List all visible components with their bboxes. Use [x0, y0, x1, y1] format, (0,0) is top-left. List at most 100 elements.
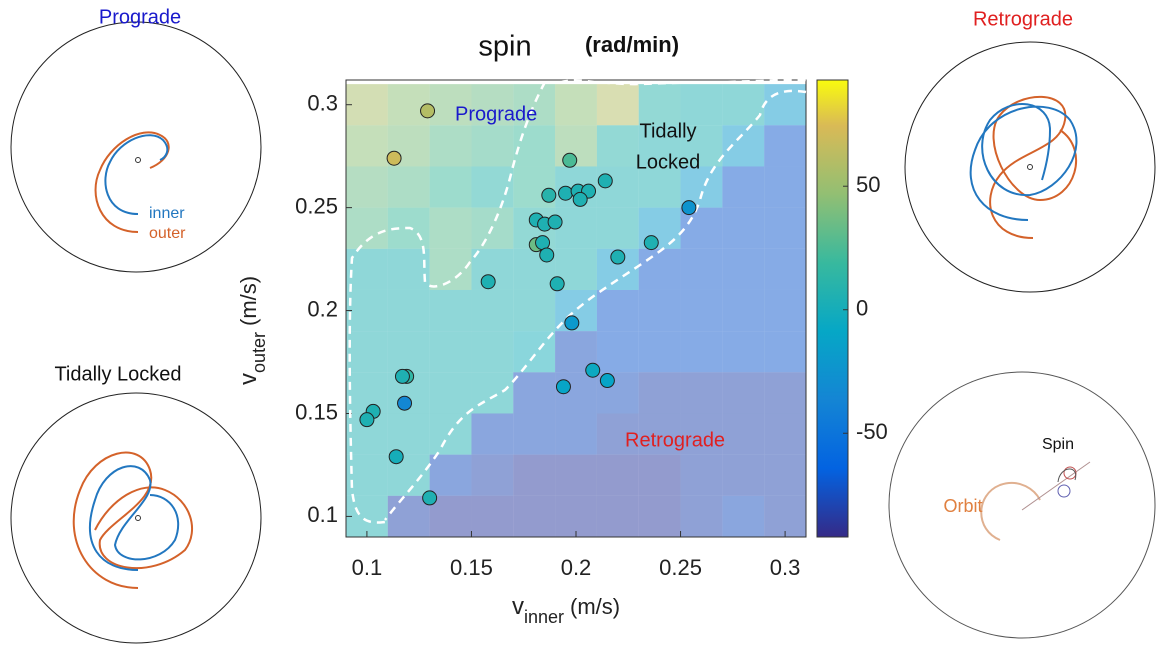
- heatmap-cell: [429, 495, 472, 537]
- orbit-radius: [1021, 461, 1091, 511]
- heatmap-cell: [638, 454, 681, 496]
- spin-body: [1057, 484, 1071, 498]
- scatter-point: [420, 103, 436, 119]
- heatmap-cell: [722, 289, 765, 332]
- heatmap-cell: [764, 495, 806, 537]
- heatmap-cell: [387, 166, 430, 208]
- panel-title: Tidally Locked: [54, 363, 181, 385]
- heatmap-cell: [596, 125, 639, 167]
- heatmap-cell: [764, 289, 806, 332]
- heatmap-cell: [764, 125, 806, 167]
- x-axis-label: vinner (m/s): [512, 593, 620, 626]
- heatmap-cell: [555, 413, 597, 455]
- heatmap-cell: [346, 125, 388, 167]
- y-label-sub: outer: [249, 332, 269, 373]
- panel-circle: [904, 41, 1156, 293]
- scatter-point: [541, 187, 557, 203]
- heatmap-cell: [346, 166, 388, 208]
- scatter-point: [422, 490, 438, 506]
- heatmap-cell: [387, 289, 430, 332]
- heatmap-cell: [638, 84, 681, 126]
- heatmap-cell: [764, 454, 806, 496]
- heatmap-cell: [638, 289, 681, 332]
- heatmap-cell: [680, 331, 723, 373]
- inner-orbit: [104, 134, 169, 215]
- heatmap-cell: [680, 125, 723, 167]
- x-tick-label: 0.15: [450, 555, 493, 580]
- panel-title: Prograde: [99, 6, 181, 28]
- heatmap-cell: [513, 289, 556, 332]
- heatmap-cell: [638, 248, 681, 290]
- heatmap-cell: [471, 289, 514, 332]
- scatter-point: [539, 247, 555, 263]
- colorbar-tick-label: -50: [856, 419, 888, 444]
- heatmap-cell: [638, 413, 681, 455]
- inner-orbit: [89, 465, 180, 571]
- y-tick-label: 0.3: [307, 91, 338, 116]
- scatter-point: [599, 373, 615, 389]
- heatmap-cell: [638, 125, 681, 167]
- heatmap-cell: [513, 495, 556, 537]
- annotation: Prograde: [455, 103, 537, 125]
- heatmap-cell: [471, 454, 514, 496]
- heatmap-cell: [471, 413, 514, 455]
- heatmap-cell: [387, 84, 430, 126]
- y-label-unit: (m/s): [236, 276, 261, 326]
- center: [135, 515, 141, 521]
- heatmap-cell: [513, 454, 556, 496]
- y-tick-label: 0.1: [307, 502, 338, 527]
- plot: 0.1 0.15 0.2 0.25 0.3 0.1 0.15 0.2 0.25 0.3 -50 0 50: [295, 79, 888, 580]
- scatter-point: [597, 173, 613, 189]
- scatter-point: [643, 235, 659, 251]
- colorbar: [816, 79, 849, 538]
- contour: [559, 78, 807, 86]
- spin-body: [1063, 466, 1077, 480]
- panel-circle: [10, 21, 262, 273]
- heatmap-cell: [471, 495, 514, 537]
- legend-inner: inner: [149, 205, 185, 222]
- y-tick-label: 0.2: [307, 296, 338, 321]
- heatmap-cell: [346, 207, 388, 249]
- x-tick-label: 0.25: [659, 555, 702, 580]
- contour: [384, 89, 807, 521]
- heatmap-cell: [429, 84, 472, 126]
- heatmap-cell: [429, 125, 472, 167]
- heatmap-cell: [722, 248, 765, 290]
- heatmap-cell: [429, 289, 472, 332]
- heatmap-cell: [596, 84, 639, 126]
- spin-arc: [1057, 468, 1077, 483]
- legend-outer: outer: [149, 225, 186, 242]
- heatmap-cell: [680, 84, 723, 126]
- heatmap-cell: [429, 372, 472, 414]
- heatmap-cell: [555, 495, 597, 537]
- contour: [348, 81, 547, 524]
- annotation: Tidally: [639, 120, 696, 142]
- x-tick-label: 0.1: [352, 555, 383, 580]
- annotation: Locked: [636, 151, 701, 173]
- heatmap-cell: [429, 331, 472, 373]
- heatmap-cell: [638, 495, 681, 537]
- panel-prograde: Prograde inner outer: [10, 6, 262, 273]
- heatmap-cell: [722, 166, 765, 208]
- heatmap-cell: [513, 413, 556, 455]
- heatmap-cell: [680, 372, 723, 414]
- heatmap-cell: [764, 372, 806, 414]
- scatter-point: [572, 191, 588, 207]
- panel-circle: [10, 392, 262, 644]
- scatter-point: [547, 214, 563, 230]
- scatter-point: [480, 274, 496, 290]
- heatmap-cell: [346, 331, 388, 373]
- heatmap-cell: [722, 372, 765, 414]
- scatter-point: [562, 152, 578, 168]
- scatter-point: [386, 150, 402, 166]
- heatmap-cell: [680, 454, 723, 496]
- heatmap-cell: [387, 248, 430, 290]
- heatmap-cell: [513, 125, 556, 167]
- scatter-point: [397, 395, 413, 411]
- colorbar-tick-label: 50: [856, 172, 880, 197]
- orbit-arc: [980, 481, 1041, 541]
- heatmap-cell: [722, 331, 765, 373]
- heatmap-cell: [346, 372, 388, 414]
- labels: Prograde Tidally Locked Retrograde spin …: [235, 31, 725, 627]
